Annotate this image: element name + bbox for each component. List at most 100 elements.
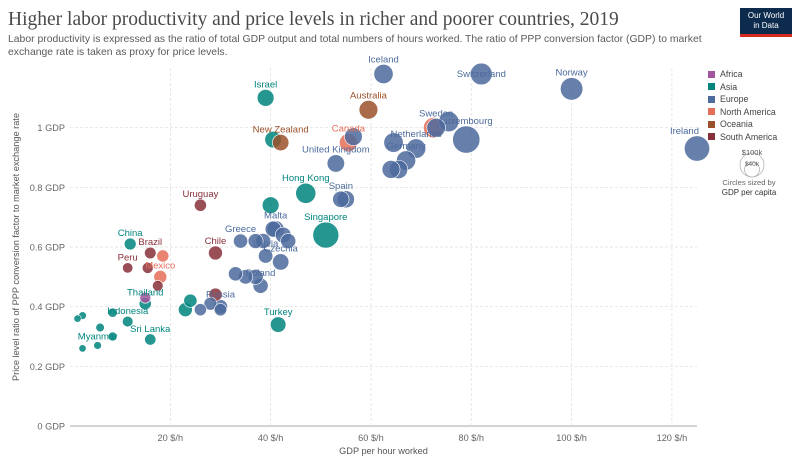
point-indonesia — [122, 315, 134, 328]
chart-title: Higher labor productivity and price leve… — [8, 9, 619, 30]
logo-line-1: Our World — [747, 11, 785, 20]
point-slovakia — [280, 233, 297, 249]
point-label-iceland: Iceland — [368, 54, 399, 65]
size-metric: GDP per capita — [721, 188, 777, 197]
point-france — [381, 160, 401, 179]
region-legend: Africa Asia Europe North America Oceania Sout… — [708, 68, 777, 143]
legend-swatch — [708, 108, 715, 116]
y-tick-label: 0.6 GDP — [30, 243, 65, 253]
point-china — [123, 237, 137, 251]
legend-item-south-america[interactable]: South America — [708, 131, 777, 144]
point-new-zealand — [272, 134, 290, 152]
point-brazil — [144, 246, 157, 260]
point-peru — [122, 262, 134, 274]
legend-label: North America — [720, 106, 776, 117]
point-luxembourg — [452, 125, 481, 154]
point-label-peru: Peru — [118, 253, 138, 264]
y-tick-label: 0.8 GDP — [30, 183, 65, 193]
legend-swatch — [708, 83, 715, 91]
point-label-latvia: Latvia — [253, 239, 279, 250]
point-costa-rica — [156, 249, 170, 263]
legend-label: Africa — [720, 69, 743, 80]
point-label-greece: Greece — [225, 224, 256, 235]
legend-item-north-america[interactable]: North America — [708, 106, 777, 119]
size-legend-big-label: $100k — [742, 148, 763, 157]
y-tick-label: 0 GDP — [37, 422, 65, 432]
point-label-poland: Poland — [246, 268, 276, 279]
point-label-luxembourg: Luxembourg — [440, 116, 493, 127]
x-tick-label: 100 $/h — [556, 433, 587, 443]
point-label-netherlands: Netherlands — [390, 129, 441, 140]
point-label-myanmar: Myanmar — [78, 332, 118, 343]
point-finland — [344, 127, 363, 146]
x-tick-label: 20 $/h — [158, 433, 184, 443]
x-axis-label: GDP per hour worked — [339, 446, 428, 456]
point-label-indonesia: Indonesia — [107, 306, 149, 317]
point-norway — [560, 77, 584, 101]
size-legend-small-label: $40k — [745, 161, 760, 168]
y-axis-label: Price level ratio of PPP conversion fact… — [11, 113, 21, 381]
point-australia — [358, 100, 379, 120]
point-ecuador — [152, 280, 164, 292]
logo-line-2: in Data — [753, 21, 779, 30]
point-united-kingdom — [326, 154, 345, 173]
point-label-switzerland: Switzerland — [457, 69, 506, 80]
point-label-ireland: Ireland — [670, 126, 699, 137]
point-switzerland — [470, 62, 493, 86]
point-vietnam — [95, 322, 105, 333]
y-tick-label: 0.4 GDP — [30, 302, 65, 312]
point-label-spain: Spain — [329, 181, 353, 192]
legend-swatch — [708, 120, 715, 128]
x-tick-label: 60 $/h — [358, 433, 384, 443]
point-czechia — [272, 253, 290, 271]
point-label-new-zealand: New Zealand — [253, 124, 309, 135]
legend-label: Asia — [720, 81, 738, 92]
point-latvia — [258, 248, 274, 264]
point-label-uruguay: Uruguay — [182, 189, 218, 200]
legend-item-oceania[interactable]: Oceania — [708, 118, 777, 131]
point-label-malta: Malta — [264, 211, 288, 222]
point-egypt — [139, 291, 152, 304]
point-portugal — [247, 233, 264, 249]
point-label-thailand: Thailand — [127, 288, 163, 299]
legend-swatch — [708, 70, 715, 78]
point-label-chile: Chile — [205, 236, 227, 247]
point-label-united-kingdom: United Kingdom — [302, 145, 370, 156]
point-spain — [332, 190, 350, 208]
point-label-germany: Germany — [387, 141, 426, 152]
point-label-mexico: Mexico — [145, 260, 175, 271]
point-austria — [383, 132, 404, 153]
point-label-australia: Australia — [350, 90, 388, 101]
x-tick-label: 80 $/h — [459, 433, 485, 443]
point-croatia — [228, 266, 243, 282]
point-greece — [233, 233, 248, 249]
size-legend: $100k $40k — [739, 148, 765, 178]
point-cambodia — [78, 344, 87, 353]
point-south-korea — [261, 196, 280, 214]
point-singapore — [312, 221, 340, 249]
point-label-canada: Canada — [332, 124, 366, 135]
point-bangladesh — [73, 314, 82, 323]
point-uruguay — [194, 198, 207, 212]
size-note: Circles sized by GDP per capita — [704, 178, 794, 198]
legend-item-europe[interactable]: Europe — [708, 93, 777, 106]
legend-item-asia[interactable]: Asia — [708, 81, 777, 94]
point-label-sri-lanka: Sri Lanka — [130, 324, 171, 335]
point-hong-kong — [295, 182, 317, 204]
legend-item-africa[interactable]: Africa — [708, 68, 777, 81]
legend-swatch — [708, 133, 715, 141]
x-tick-label: 120 $/h — [657, 433, 688, 443]
point-iceland — [373, 64, 394, 84]
x-tick-label: 40 $/h — [258, 433, 284, 443]
point-kazakhstan — [183, 293, 198, 308]
point-label-turkey: Turkey — [264, 307, 293, 318]
point-india — [107, 331, 118, 342]
point-colombia — [141, 262, 154, 274]
owid-logo[interactable]: Our World in Data — [740, 8, 792, 37]
size-caption: Circles sized by — [722, 178, 776, 187]
size-legend-small-circle — [744, 161, 760, 178]
y-tick-label: 0.2 GDP — [30, 362, 65, 372]
point-myanmar — [93, 341, 102, 350]
point-philippines — [107, 307, 118, 318]
